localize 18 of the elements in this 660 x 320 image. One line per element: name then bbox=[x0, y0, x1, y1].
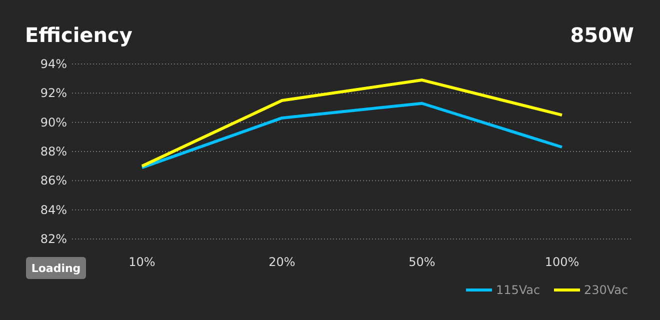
y-tick-label: 94% bbox=[40, 57, 67, 71]
line-series bbox=[140, 78, 564, 168]
y-tick-label: 92% bbox=[40, 86, 67, 100]
loading-button: Loading bbox=[26, 257, 86, 279]
x-tick-label: 100% bbox=[544, 255, 580, 269]
legend-label: 230Vac bbox=[584, 283, 628, 297]
x-tick-label: 50% bbox=[408, 255, 436, 269]
chart-subtitle: 850W bbox=[570, 23, 634, 47]
line-series bbox=[140, 102, 564, 170]
x-tick-label: 10% bbox=[128, 255, 156, 269]
y-tick-label: 84% bbox=[40, 202, 67, 217]
y-tick-label: 88% bbox=[40, 144, 67, 158]
legend-label: 115Vac bbox=[496, 283, 540, 297]
chart-title: Efficiency bbox=[25, 23, 132, 47]
y-tick-label: 82% bbox=[40, 232, 67, 246]
y-tick-label: 86% bbox=[40, 174, 67, 188]
x-tick-label: 20% bbox=[268, 255, 296, 269]
y-tick-label: 90% bbox=[40, 115, 67, 130]
